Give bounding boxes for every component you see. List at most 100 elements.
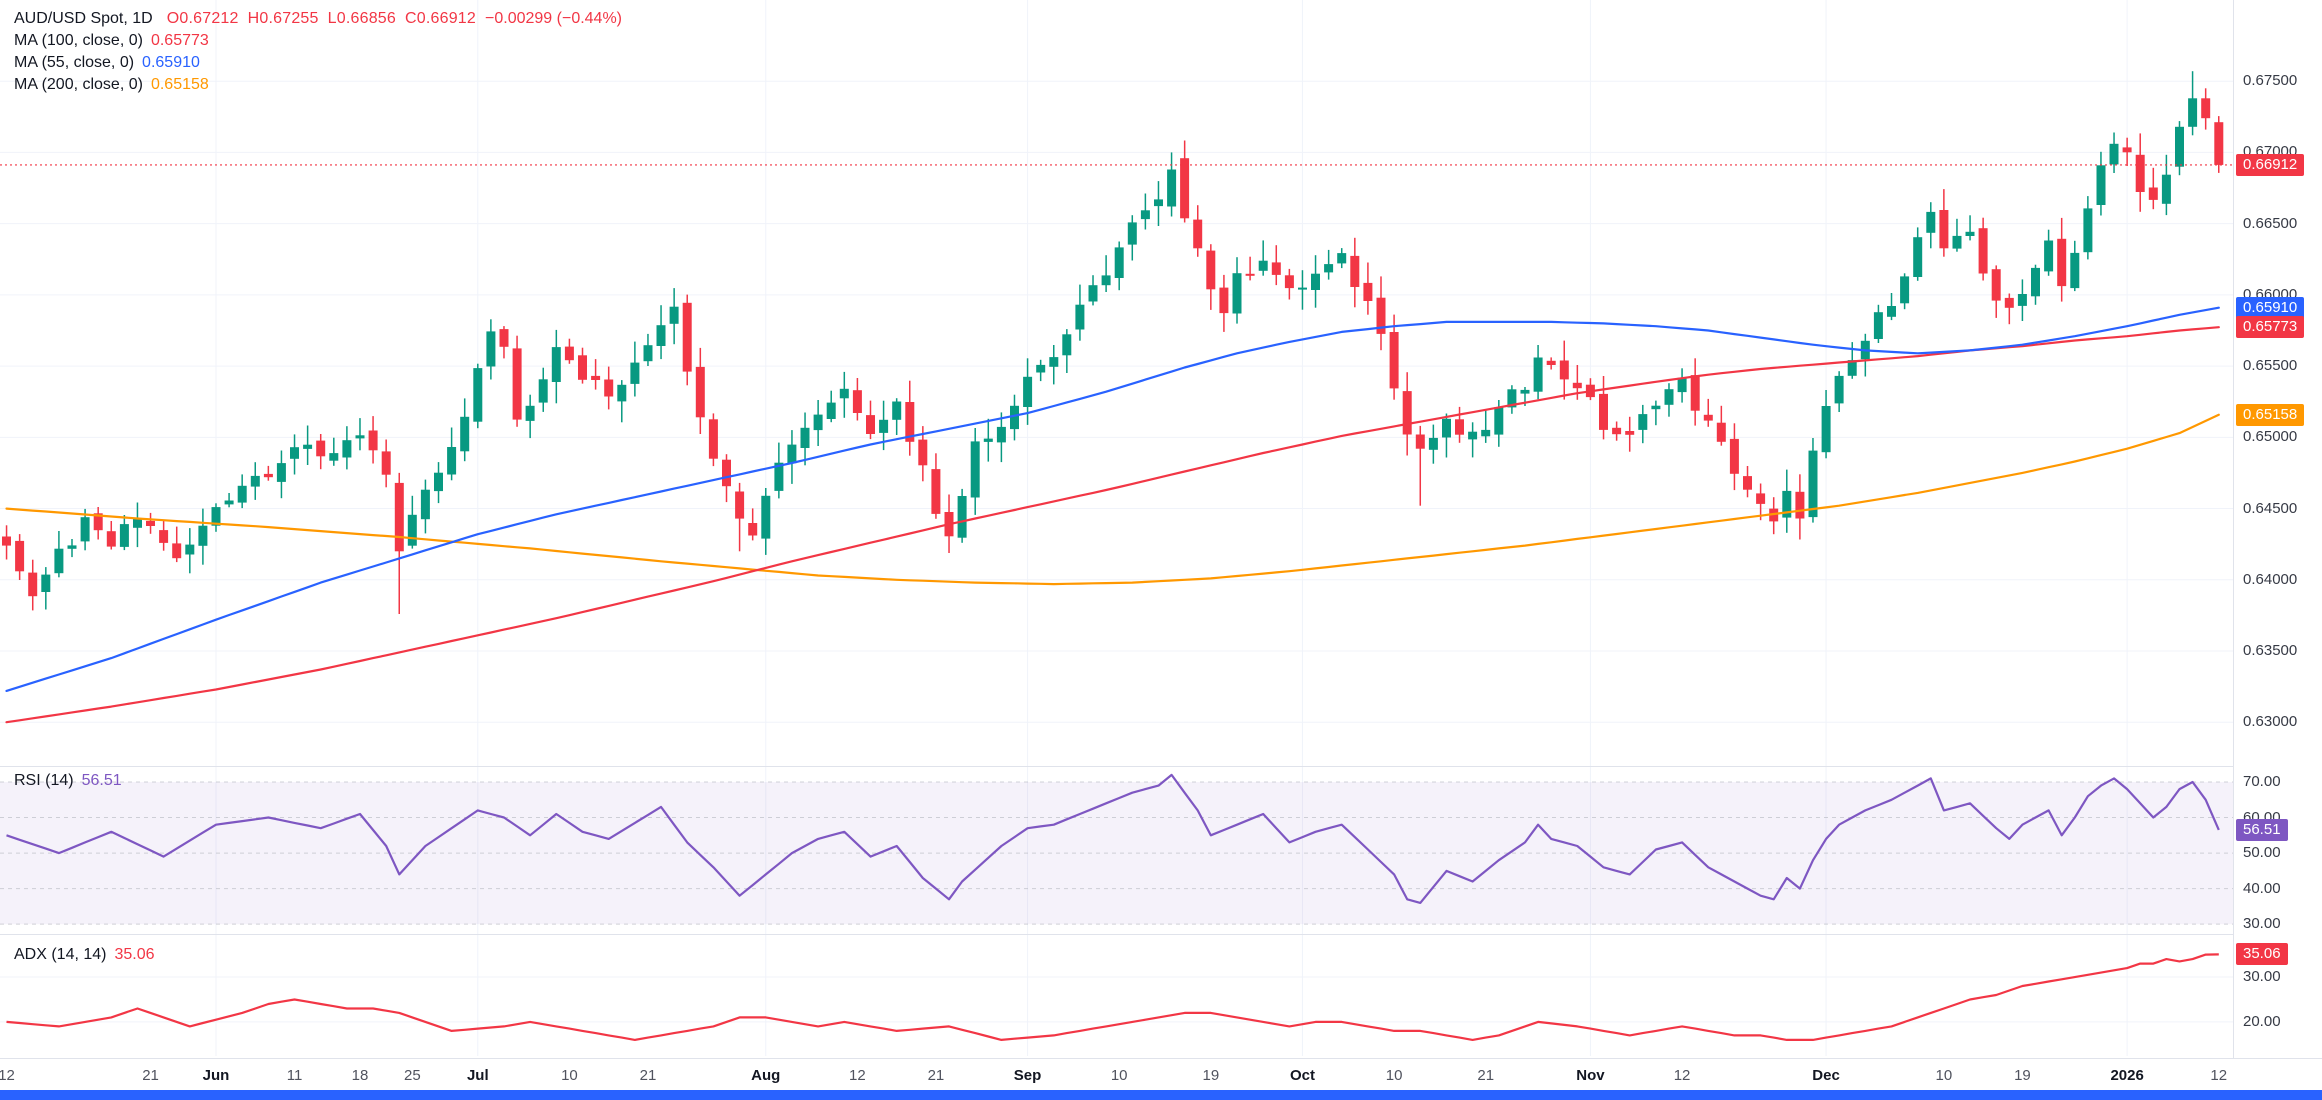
axis-tick-label: 0.65000 [2243, 428, 2298, 446]
symbol-title[interactable]: AUD/USD Spot, 1D [14, 10, 153, 27]
axis-tick-label: 0.67500 [2243, 72, 2298, 90]
price-axis[interactable]: 0.67500 0.67000 0.66500 0.66000 0.65500 0.650… [2233, 0, 2322, 1058]
ma55-legend-row[interactable]: MA (55, close, 0) 0.65910 [14, 52, 631, 74]
candle-body [761, 495, 771, 539]
candle-body [434, 472, 443, 492]
candle-body [1140, 210, 1150, 220]
time-label: 19 [1202, 1067, 1220, 1084]
rsi-band-layer [0, 781, 2233, 925]
ma100-legend-row[interactable]: MA (100, close, 0) 0.65773 [14, 30, 631, 52]
candle-body [2044, 240, 2054, 272]
time-label: 10 [561, 1067, 578, 1084]
candle-body [185, 544, 195, 555]
candle-body [591, 375, 601, 380]
candle-body [499, 329, 509, 347]
time-axis[interactable]: 12 21 Jun 11 18 25 Jul 10 21 Aug 12 21 Sep 10 19 Oct 10 2… [0, 1058, 2322, 1091]
candle-body [643, 345, 653, 362]
candle-body [1298, 287, 1307, 290]
rsi-legend[interactable]: RSI (14) 56.51 [14, 770, 122, 792]
adx-legend[interactable]: ADX (14, 14) 35.06 [14, 944, 155, 966]
candle-body [1520, 389, 1530, 394]
candle-body [2135, 154, 2145, 192]
candle-body [826, 402, 836, 419]
candle-body [2031, 267, 2040, 297]
candle-body [2109, 143, 2119, 165]
candle-body [1455, 419, 1464, 435]
time-label: 10 [1385, 1067, 1403, 1084]
candle-body [1376, 297, 1386, 334]
candle-body [2057, 238, 2067, 287]
pane-separator-main-rsi[interactable] [0, 766, 2322, 767]
candle-body [1690, 375, 1700, 411]
axis-tick-label: 30.00 [2243, 968, 2281, 986]
candle-body [342, 440, 352, 458]
candles-layer [2, 71, 2224, 614]
time-label: 21 [142, 1067, 159, 1084]
time-label-major: Dec [1812, 1067, 1840, 1084]
candle-body [2161, 174, 2171, 204]
candle-body [1991, 269, 2001, 301]
candle-body [578, 355, 587, 380]
candle-body [1638, 414, 1648, 430]
candle-body [1311, 273, 1320, 290]
candle-body [1428, 437, 1438, 450]
chart-legend: AUD/USD Spot, 1D O0.67212 H0.67255 L0.66856… [14, 8, 631, 96]
candle-body [551, 347, 561, 382]
close-value: 0.66912 [416, 10, 477, 27]
ma200-label: MA (200, close, 0) [14, 76, 143, 93]
open-label: O [166, 10, 180, 27]
ma100-badge: 0.65773 [2236, 316, 2305, 339]
candle-body [525, 405, 535, 421]
candle-body [604, 379, 614, 397]
symbol-row[interactable]: AUD/USD Spot, 1D O0.67212 H0.67255 L0.66856… [14, 8, 631, 30]
time-label: 21 [1477, 1067, 1495, 1084]
candle-body [1494, 407, 1504, 435]
candle-body [656, 325, 666, 346]
candle-body [15, 540, 25, 572]
candle-body [2083, 208, 2093, 253]
candle-body [106, 531, 116, 547]
candle-body [983, 438, 993, 442]
candle-body [1978, 228, 1988, 274]
candle-body [957, 496, 967, 538]
candle-body [1245, 273, 1255, 276]
rsi-label-text: RSI (14) [14, 772, 74, 789]
time-label: 10 [1935, 1067, 1953, 1084]
candle-body [1389, 332, 1399, 389]
candle-body [996, 426, 1006, 443]
candle-body [866, 415, 875, 434]
candle-body [394, 482, 404, 552]
candle-body [2004, 297, 2014, 308]
candle-body [1599, 393, 1608, 430]
candle-body [28, 572, 38, 597]
candle-body [2188, 98, 2198, 127]
candle-body [1481, 429, 1491, 437]
candle-body [512, 348, 522, 420]
axis-tick-label: 70.00 [2243, 772, 2281, 790]
candle-body [1127, 222, 1137, 245]
chart-canvas[interactable] [0, 0, 2233, 1058]
time-label-major: 2026 [2110, 1067, 2144, 1084]
candle-body [1651, 405, 1661, 410]
candle-body [1965, 231, 1975, 236]
candle-body [237, 485, 247, 503]
candle-body [2096, 165, 2106, 205]
candle-body [263, 473, 273, 478]
candle-body [1834, 375, 1844, 404]
low-label: L [327, 10, 337, 27]
candle-body [211, 507, 221, 526]
candle-body [1258, 260, 1268, 271]
candle-body [2148, 187, 2158, 200]
candle-body [722, 459, 731, 487]
candle-body [1677, 377, 1687, 393]
ma-line [5, 413, 2220, 586]
candle-body [774, 462, 784, 491]
candle-body [290, 447, 299, 459]
time-label: 21 [927, 1067, 945, 1084]
ma200-legend-row[interactable]: MA (200, close, 0) 0.65158 [14, 74, 631, 96]
candle-body [1219, 287, 1229, 314]
candle-body [1612, 427, 1622, 435]
pane-separator-rsi-adx[interactable] [0, 934, 2322, 935]
time-label: 21 [639, 1067, 657, 1084]
